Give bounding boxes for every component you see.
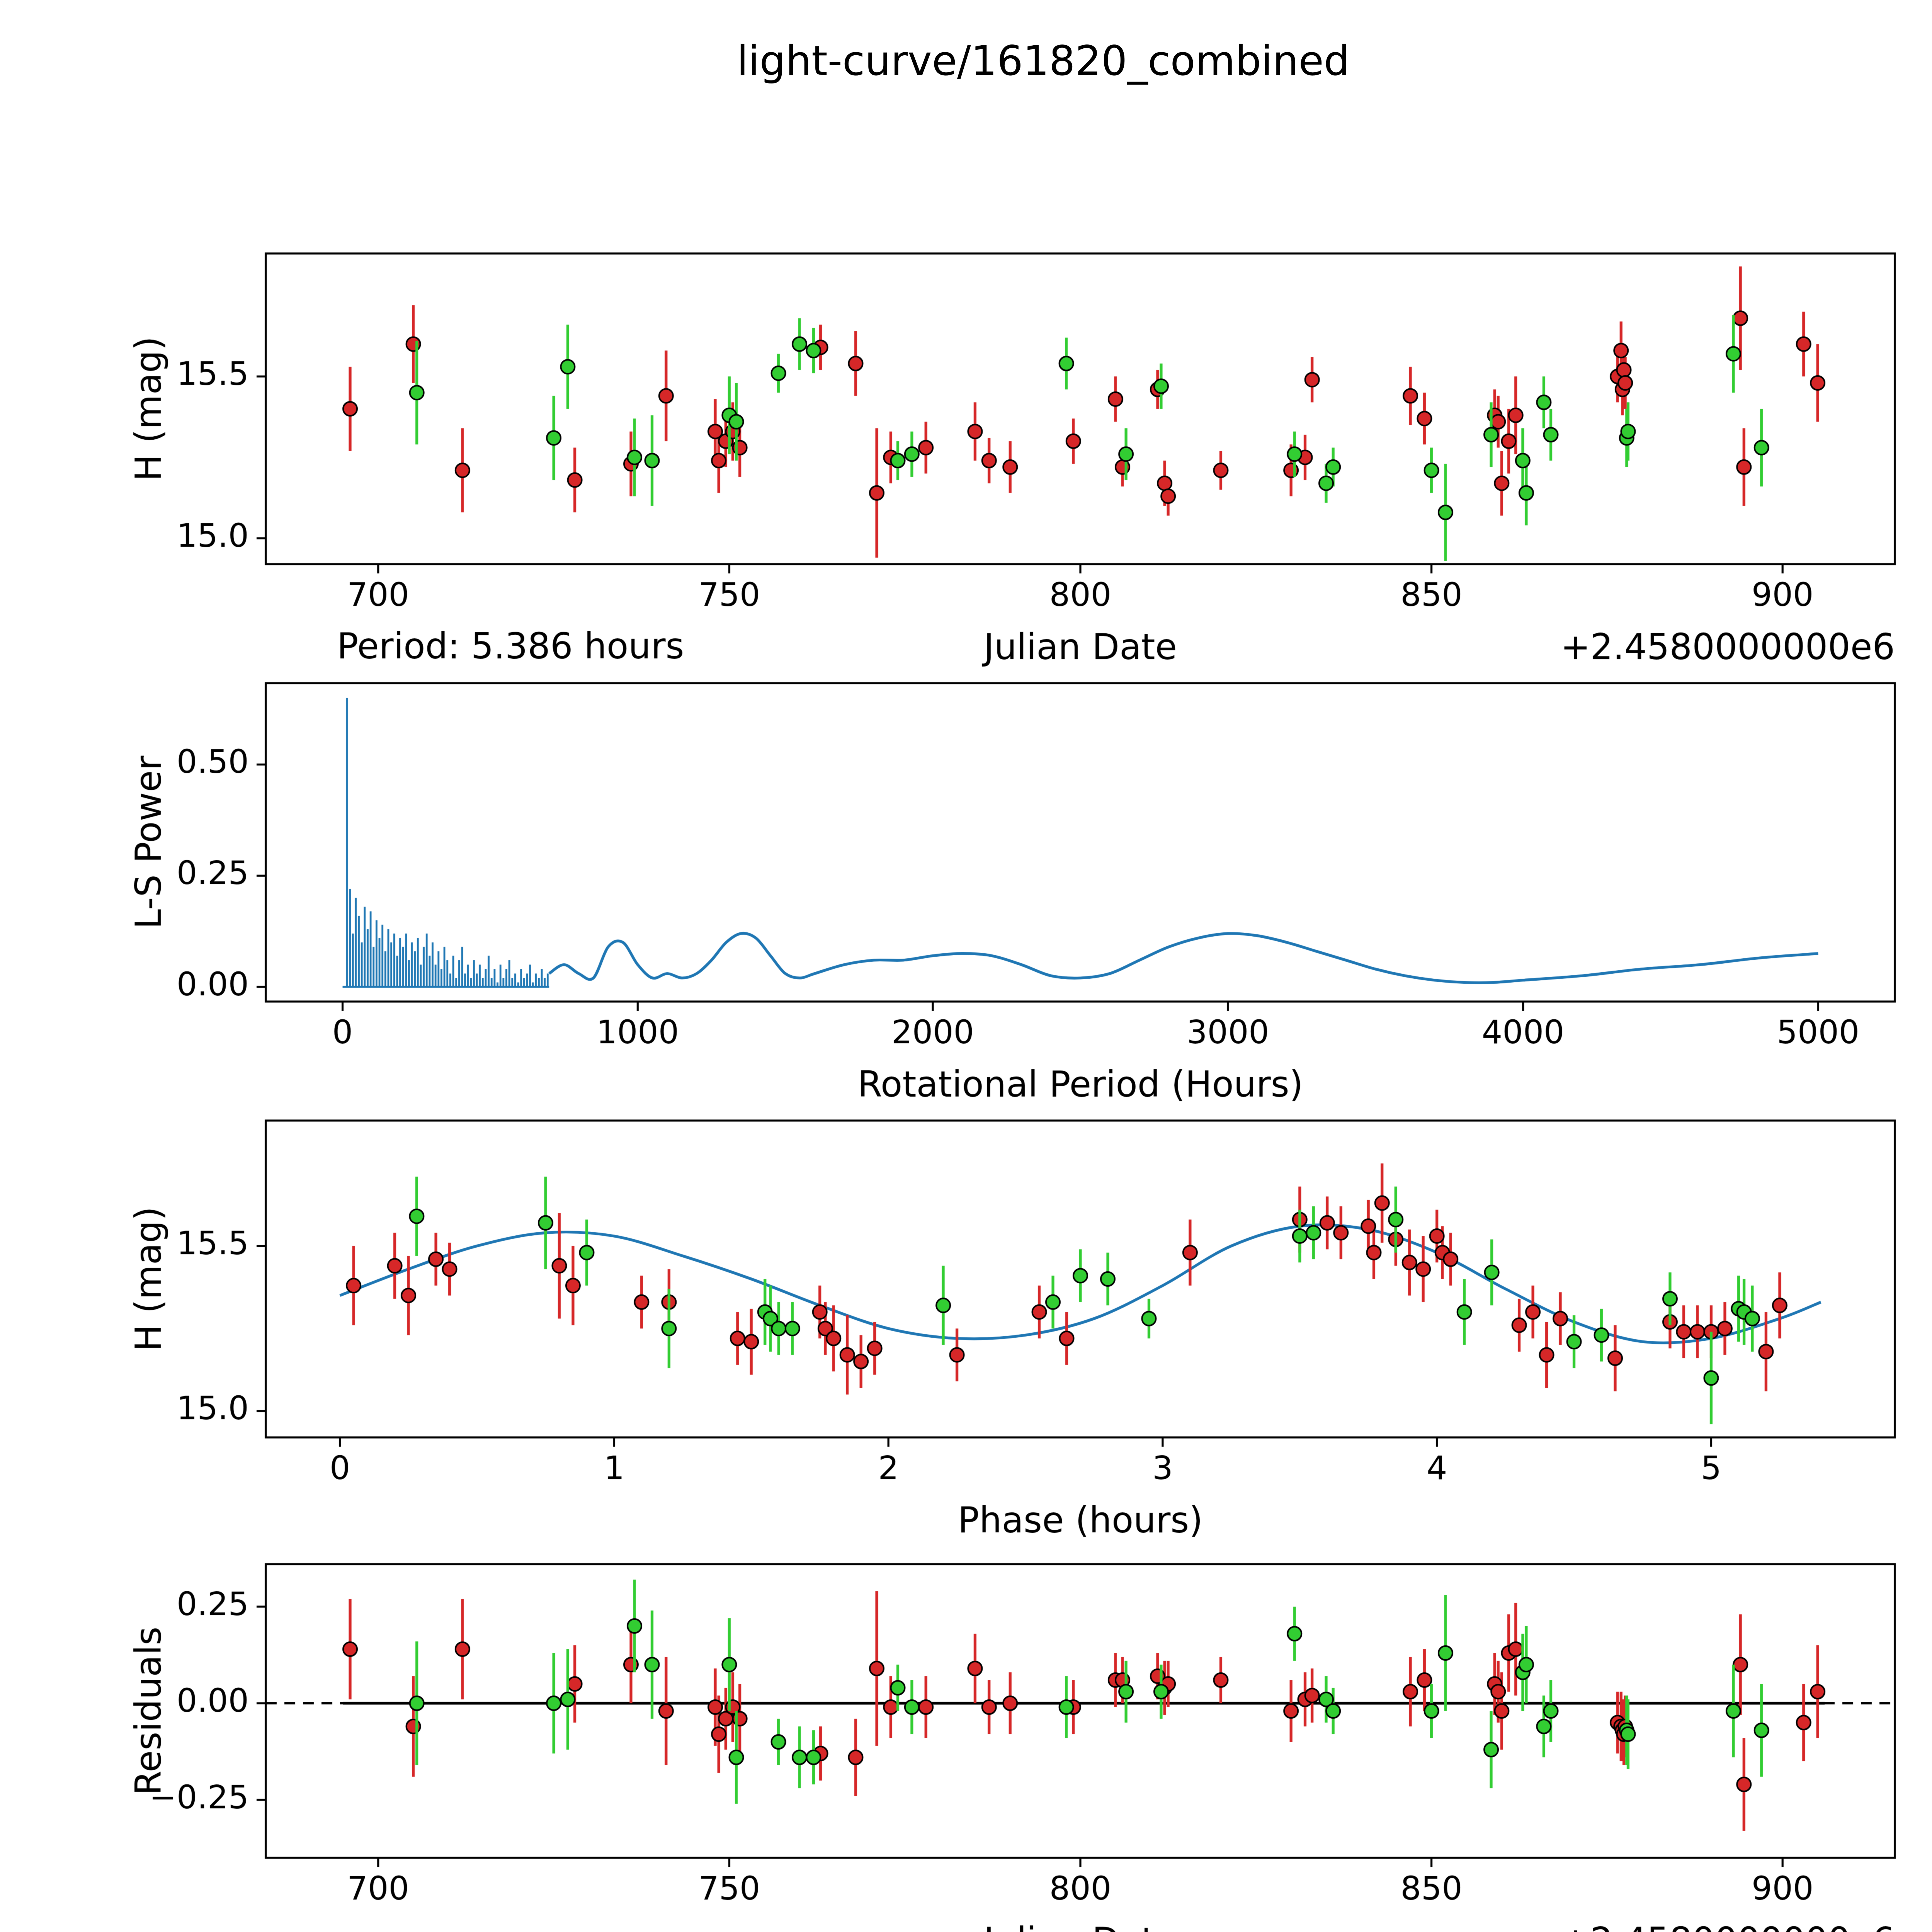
figure-title: light-curve/161820_combined — [736, 37, 1350, 85]
